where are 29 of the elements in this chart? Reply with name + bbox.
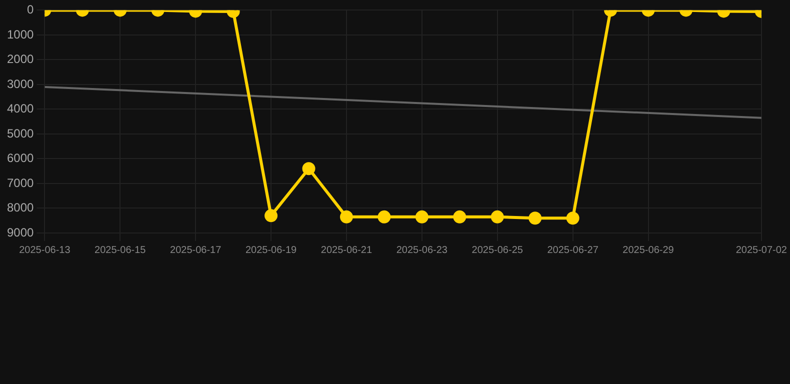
x-tick-label: 2025-06-21 <box>320 244 372 256</box>
point <box>453 210 466 224</box>
x-tick-label: 2025-06-19 <box>245 244 298 256</box>
point <box>340 210 353 224</box>
x-tick-label: 2025-06-25 <box>472 244 524 256</box>
y-tick-label: 7000 <box>6 176 34 190</box>
point <box>378 210 391 224</box>
point <box>490 210 504 224</box>
point <box>528 212 542 225</box>
x-tick-label: 2025-06-17 <box>170 244 222 256</box>
point <box>302 162 316 176</box>
x-tick-label: 2025-06-23 <box>396 244 448 256</box>
y-tick-label: 1000 <box>6 27 34 42</box>
x-tick-label: 2025-06-15 <box>94 244 146 256</box>
y-tick-label: 5000 <box>6 126 34 140</box>
x-tick-label: 2025-06-13 <box>19 244 71 256</box>
y-tick-label: 6000 <box>6 151 34 166</box>
y-tick-label: 8000 <box>6 200 34 215</box>
point <box>566 212 580 225</box>
point <box>264 209 278 222</box>
y-tick-label: 3000 <box>6 76 34 91</box>
x-tick-label: 2025-06-27 <box>547 244 599 256</box>
x-tick-label: 2025-07-02 <box>736 244 788 256</box>
x-tick-label: 2025-06-29 <box>622 244 674 256</box>
y-tick-label: 4000 <box>6 102 34 116</box>
y-tick-label: 2000 <box>6 52 34 66</box>
y-tick-label: 0 <box>27 2 34 17</box>
y-tick-label: 9000 <box>6 225 34 240</box>
point <box>415 210 428 224</box>
